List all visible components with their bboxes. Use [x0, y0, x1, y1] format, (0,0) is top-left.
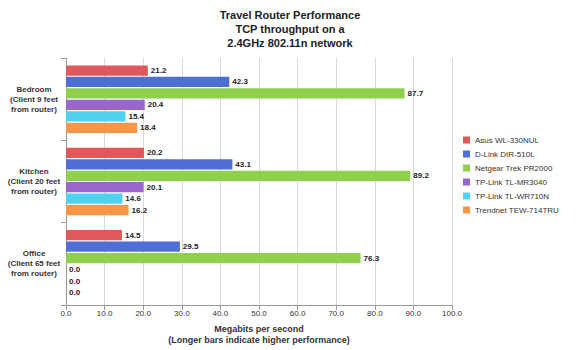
svg-text:from router): from router) — [11, 187, 57, 196]
svg-text:15.4: 15.4 — [128, 112, 144, 121]
svg-text:60.0: 60.0 — [290, 309, 306, 318]
svg-text:50.0: 50.0 — [251, 309, 267, 318]
svg-text:0.0: 0.0 — [69, 288, 81, 297]
svg-text:70.0: 70.0 — [328, 309, 344, 318]
svg-text:14.5: 14.5 — [125, 231, 141, 240]
svg-text:20.1: 20.1 — [147, 183, 163, 192]
svg-text:20.0: 20.0 — [135, 309, 151, 318]
svg-text:10.0: 10.0 — [97, 309, 113, 318]
svg-text:0.0: 0.0 — [69, 277, 81, 286]
svg-text:Bedroom: Bedroom — [16, 85, 51, 94]
svg-text:40.0: 40.0 — [213, 309, 229, 318]
svg-text:89.2: 89.2 — [413, 171, 429, 180]
svg-text:87.7: 87.7 — [408, 89, 424, 98]
svg-text:Kitchen: Kitchen — [19, 167, 48, 176]
svg-text:2.4GHz 802.11n network: 2.4GHz 802.11n network — [227, 37, 353, 49]
svg-text:29.5: 29.5 — [183, 242, 199, 251]
svg-text:43.1: 43.1 — [235, 160, 251, 169]
svg-text:20.4: 20.4 — [148, 100, 164, 109]
svg-text:(Longer bars indicate higher p: (Longer bars indicate higher performance… — [168, 335, 350, 345]
svg-text:(Client 9 feet: (Client 9 feet — [10, 95, 58, 104]
svg-text:from router): from router) — [11, 269, 57, 278]
svg-text:TP-Link TL-WR710N: TP-Link TL-WR710N — [475, 192, 549, 201]
svg-text:(Client 65 feet: (Client 65 feet — [8, 259, 61, 268]
svg-text:0.0: 0.0 — [60, 309, 72, 318]
svg-text:42.3: 42.3 — [232, 77, 248, 86]
svg-text:Travel Router Performance: Travel Router Performance — [220, 9, 361, 21]
svg-text:Netgear Trek PR2000: Netgear Trek PR2000 — [475, 164, 553, 173]
svg-text:90.0: 90.0 — [406, 309, 422, 318]
svg-text:Megabits per second: Megabits per second — [214, 324, 304, 334]
svg-text:(Client 20 feet: (Client 20 feet — [8, 177, 61, 186]
svg-text:16.2: 16.2 — [132, 206, 148, 215]
svg-text:100.0: 100.0 — [442, 309, 463, 318]
svg-text:Office: Office — [23, 249, 46, 258]
svg-text:21.2: 21.2 — [151, 66, 167, 75]
svg-text:20.2: 20.2 — [147, 148, 163, 157]
svg-text:14.6: 14.6 — [125, 194, 141, 203]
svg-text:80.0: 80.0 — [367, 309, 383, 318]
svg-text:0.0: 0.0 — [69, 265, 81, 274]
svg-text:TCP throughput on a: TCP throughput on a — [235, 23, 345, 35]
svg-text:Trendnet TEW-714TRU: Trendnet TEW-714TRU — [475, 206, 559, 215]
svg-text:Asus WL-330NUL: Asus WL-330NUL — [475, 136, 540, 145]
svg-text:from router): from router) — [11, 105, 57, 114]
svg-text:TP-Link TL-MR3040: TP-Link TL-MR3040 — [475, 178, 547, 187]
svg-text:18.4: 18.4 — [140, 123, 156, 132]
svg-text:76.3: 76.3 — [364, 254, 380, 263]
svg-text:30.0: 30.0 — [174, 309, 190, 318]
svg-text:D-Link DIR-510L: D-Link DIR-510L — [475, 150, 535, 159]
